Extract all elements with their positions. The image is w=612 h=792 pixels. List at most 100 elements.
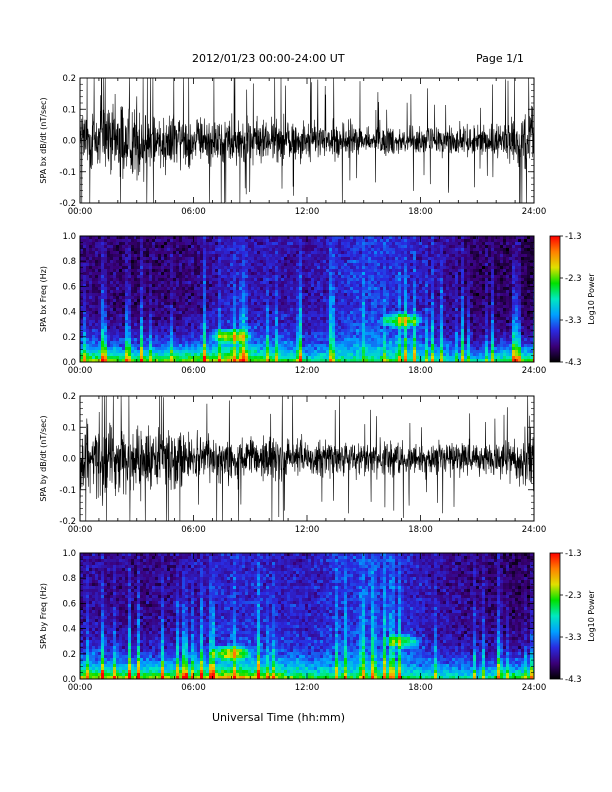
heatmap-cell	[371, 293, 374, 296]
heatmap-cell	[299, 359, 302, 362]
heatmap-cell	[167, 356, 170, 359]
heatmap-cell	[155, 242, 158, 245]
heatmap-cell	[158, 332, 161, 335]
heatmap-cell	[182, 257, 185, 260]
heatmap-cell	[113, 329, 116, 332]
heatmap-cell	[305, 326, 308, 329]
heatmap-cell	[233, 245, 236, 248]
heatmap-cell	[158, 338, 161, 341]
heatmap-cell	[386, 254, 389, 257]
heatmap-cell	[143, 281, 146, 284]
heatmap-cell	[167, 341, 170, 344]
heatmap-cell	[272, 341, 275, 344]
heatmap-cell	[332, 350, 335, 353]
heatmap-cell	[278, 329, 281, 332]
heatmap-cell	[134, 302, 137, 305]
heatmap-cell	[350, 308, 353, 311]
heatmap-cell	[113, 293, 116, 296]
heatmap-cell	[314, 308, 317, 311]
heatmap-cell	[95, 353, 98, 356]
heatmap-cell	[281, 236, 284, 239]
heatmap-cell	[395, 266, 398, 269]
heatmap-cell	[380, 248, 383, 251]
heatmap-cell	[128, 341, 131, 344]
heatmap-cell	[230, 287, 233, 290]
heatmap-cell	[194, 293, 197, 296]
heatmap-cell	[167, 314, 170, 317]
heatmap-cell	[116, 305, 119, 308]
heatmap-cell	[206, 266, 209, 269]
heatmap-cell	[209, 248, 212, 251]
heatmap-cell	[152, 314, 155, 317]
heatmap-cell	[305, 290, 308, 293]
heatmap-cell	[299, 329, 302, 332]
heatmap-cell	[290, 239, 293, 242]
heatmap-cell	[116, 347, 119, 350]
heatmap-cell	[323, 257, 326, 260]
heatmap-cell	[389, 299, 392, 302]
heatmap-cell	[224, 296, 227, 299]
heatmap-cell	[80, 356, 83, 359]
heatmap-cell	[353, 332, 356, 335]
heatmap-cell	[302, 353, 305, 356]
heatmap-cell	[194, 317, 197, 320]
heatmap-cell	[359, 338, 362, 341]
heatmap-cell	[236, 347, 239, 350]
heatmap-cell	[92, 239, 95, 242]
heatmap-cell	[86, 242, 89, 245]
heatmap-cell	[422, 317, 425, 320]
heatmap-cell	[203, 239, 206, 242]
heatmap-cell	[371, 266, 374, 269]
heatmap-cell	[302, 266, 305, 269]
heatmap-cell	[128, 254, 131, 257]
heatmap-cell	[203, 293, 206, 296]
heatmap-cell	[113, 296, 116, 299]
heatmap-cell	[284, 326, 287, 329]
heatmap-cell	[182, 341, 185, 344]
heatmap-cell	[377, 305, 380, 308]
heatmap-cell	[395, 359, 398, 362]
heatmap-cell	[185, 287, 188, 290]
heatmap-cell	[254, 236, 257, 239]
heatmap-cell	[425, 347, 428, 350]
heatmap-cell	[218, 266, 221, 269]
heatmap-cell	[281, 323, 284, 326]
heatmap-cell	[176, 269, 179, 272]
heatmap-cell	[263, 353, 266, 356]
heatmap-cell	[266, 320, 269, 323]
heatmap-cell	[392, 359, 395, 362]
heatmap-cell	[104, 260, 107, 263]
heatmap-cell	[392, 281, 395, 284]
heatmap-cell	[98, 332, 101, 335]
heatmap-cell	[104, 335, 107, 338]
heatmap-cell	[230, 257, 233, 260]
heatmap-cell	[272, 302, 275, 305]
heatmap-cell	[164, 287, 167, 290]
heatmap-cell	[116, 350, 119, 353]
heatmap-cell	[347, 254, 350, 257]
heatmap-cell	[410, 284, 413, 287]
heatmap-cell	[338, 269, 341, 272]
heatmap-cell	[179, 311, 182, 314]
heatmap-cell	[329, 296, 332, 299]
heatmap-cell	[104, 251, 107, 254]
heatmap-cell	[173, 311, 176, 314]
heatmap-cell	[158, 245, 161, 248]
heatmap-cell	[170, 341, 173, 344]
heatmap-cell	[197, 305, 200, 308]
heatmap-cell	[140, 242, 143, 245]
heatmap-cell	[212, 260, 215, 263]
heatmap-cell	[347, 332, 350, 335]
heatmap-cell	[179, 251, 182, 254]
heatmap-cell	[425, 272, 428, 275]
heatmap-cell	[284, 290, 287, 293]
heatmap-cell	[158, 356, 161, 359]
heatmap-cell	[416, 353, 419, 356]
heatmap-cell	[200, 323, 203, 326]
heatmap-cell	[122, 359, 125, 362]
heatmap-cell	[323, 338, 326, 341]
heatmap-cell	[128, 311, 131, 314]
heatmap-cell	[86, 287, 89, 290]
heatmap-cell	[368, 251, 371, 254]
heatmap-cell	[122, 341, 125, 344]
